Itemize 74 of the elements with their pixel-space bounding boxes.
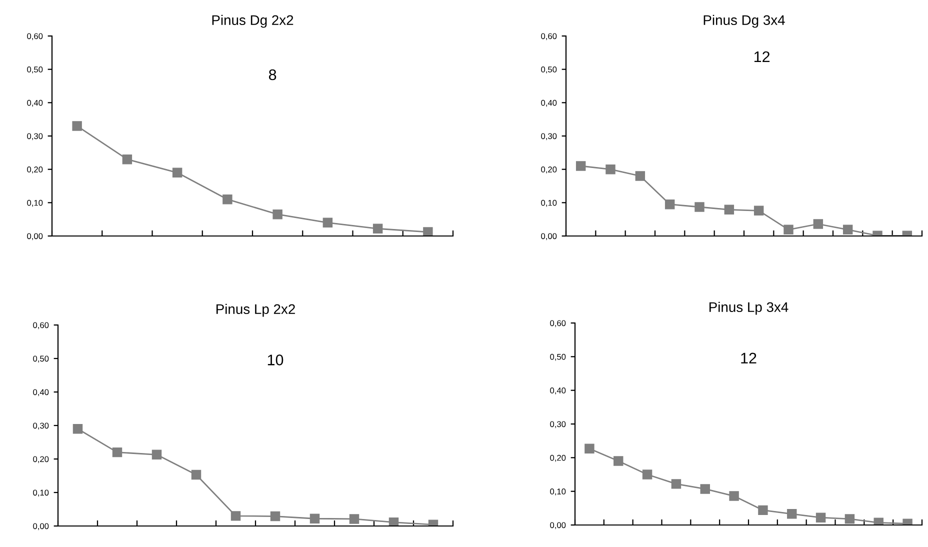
- point: [787, 509, 797, 519]
- point: [729, 491, 739, 501]
- y-tick-label: 0,20: [550, 454, 566, 462]
- point: [172, 168, 182, 178]
- y-tick-label: 0,30: [33, 422, 49, 430]
- point: [754, 206, 764, 216]
- y-tick-label: 0,40: [550, 388, 566, 394]
- point: [388, 517, 399, 526]
- annotation: 10: [268, 354, 284, 366]
- chart-title: Pinus Dg 2x2: [212, 14, 294, 28]
- chart-title: Pinus Lp 3x4: [709, 302, 788, 315]
- chart-title: Pinus Lp 2x2: [216, 304, 295, 317]
- y-tick-label: 0,50: [27, 66, 43, 74]
- y-tick-label: 0,60: [33, 322, 49, 330]
- y-tick-label: 0,40: [27, 100, 43, 107]
- y-tick-label: 0,30: [541, 133, 557, 140]
- point: [112, 447, 122, 458]
- point: [191, 470, 202, 480]
- y-tick-label: 0,10: [33, 490, 49, 497]
- y-tick-label: 0,20: [33, 456, 49, 464]
- annotation: 12: [754, 51, 770, 62]
- point: [349, 514, 360, 524]
- y-tick-label: 0,50: [541, 66, 557, 74]
- y-tick-label: 0,40: [33, 389, 49, 396]
- y-tick-label: 0,00: [541, 233, 557, 240]
- y-tick-label: 0,00: [27, 233, 43, 240]
- annotation: 8: [268, 69, 276, 80]
- y-tick-label: 0,10: [550, 488, 566, 496]
- y-tick-label: 0,20: [541, 166, 557, 174]
- annotation: 12: [741, 352, 756, 364]
- point: [664, 199, 675, 210]
- y-tick-label: 0,00: [550, 522, 566, 530]
- point: [635, 171, 646, 181]
- y-tick-label: 0,40: [541, 100, 557, 107]
- y-tick-label: 0,10: [27, 200, 43, 207]
- point: [372, 224, 383, 234]
- point: [576, 161, 586, 171]
- y-tick-label: 0,60: [550, 320, 566, 328]
- point: [152, 450, 162, 460]
- point: [423, 227, 433, 236]
- point: [322, 218, 333, 228]
- point: [310, 514, 320, 524]
- point: [222, 194, 232, 204]
- point: [272, 209, 282, 220]
- y-tick-label: 0,50: [33, 356, 49, 363]
- point: [784, 224, 794, 235]
- point: [72, 121, 82, 131]
- point: [758, 505, 768, 516]
- y-tick-label: 0,20: [27, 166, 43, 174]
- point: [694, 202, 704, 212]
- point: [842, 224, 853, 235]
- y-tick-label: 0,60: [541, 33, 557, 40]
- y-tick-label: 0,10: [541, 200, 557, 207]
- point: [270, 511, 280, 522]
- point: [724, 204, 734, 215]
- chart-title: Pinus Dg 3x4: [704, 14, 785, 28]
- point: [122, 154, 132, 164]
- point: [642, 470, 652, 480]
- y-tick-label: 0,30: [550, 421, 566, 428]
- y-tick-label: 0,00: [33, 523, 49, 530]
- y-tick-label: 0,30: [27, 133, 43, 140]
- point: [874, 518, 884, 525]
- point: [844, 514, 855, 524]
- point: [230, 511, 241, 521]
- point: [813, 219, 824, 229]
- point: [700, 484, 710, 494]
- y-tick-label: 0,60: [27, 33, 43, 40]
- point: [816, 512, 826, 522]
- y-tick-label: 0,50: [550, 354, 566, 361]
- point: [671, 479, 682, 489]
- point: [614, 456, 624, 466]
- point: [584, 444, 594, 454]
- point: [72, 424, 83, 434]
- point: [606, 164, 616, 174]
